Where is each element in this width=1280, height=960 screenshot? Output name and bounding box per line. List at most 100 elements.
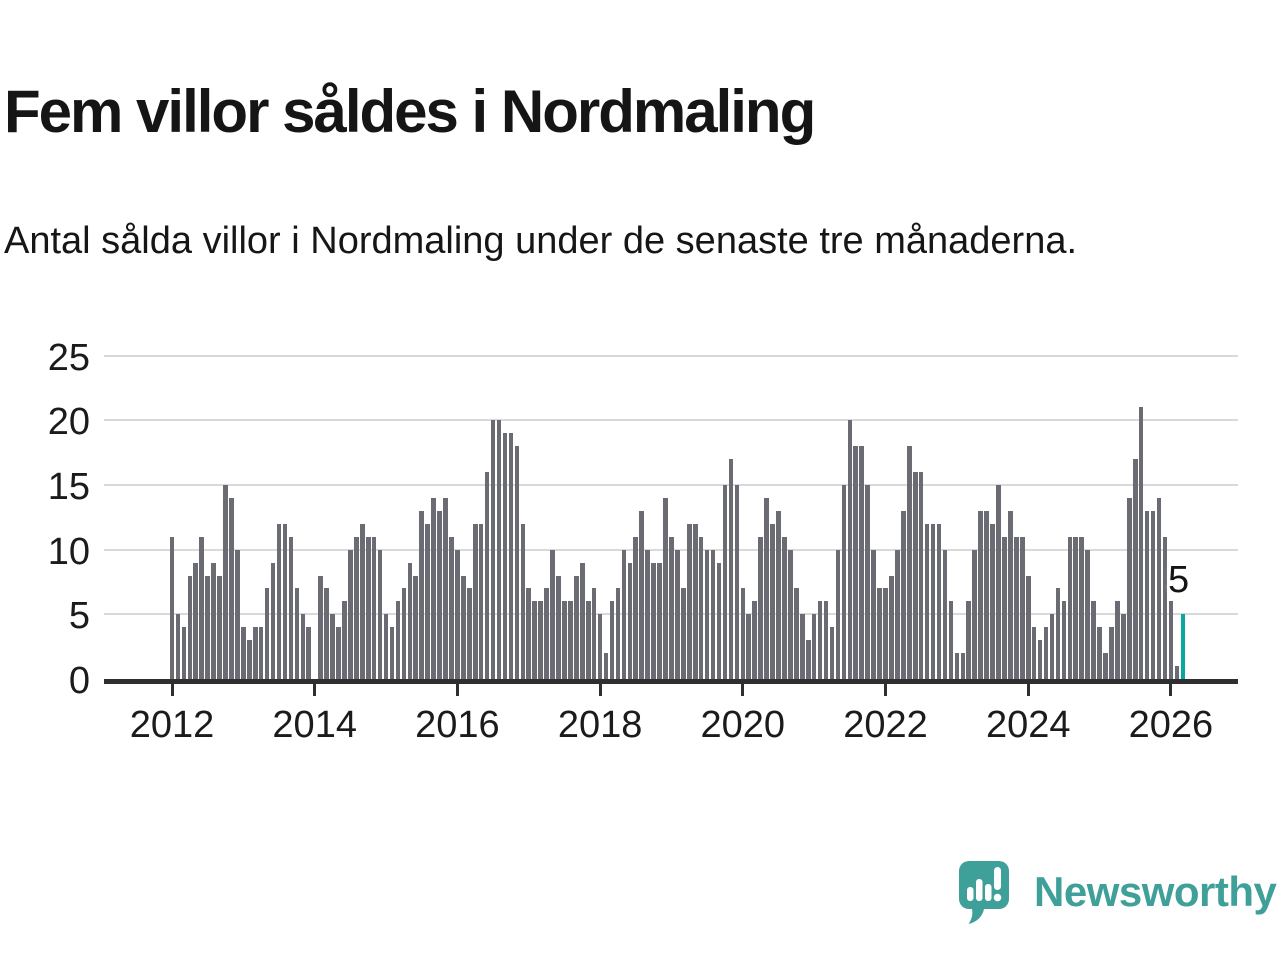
bar bbox=[205, 575, 210, 679]
bar bbox=[698, 536, 704, 679]
bar bbox=[1002, 536, 1007, 679]
bar bbox=[437, 510, 442, 679]
page-subtitle: Antal sålda villor i Nordmaling under de… bbox=[4, 220, 1078, 262]
bar bbox=[181, 627, 187, 679]
bar bbox=[467, 588, 472, 679]
bar bbox=[1127, 497, 1132, 679]
x-axis-tick bbox=[170, 684, 174, 696]
bar bbox=[633, 536, 639, 679]
bar bbox=[1073, 536, 1079, 679]
bar bbox=[1156, 497, 1162, 679]
bar bbox=[895, 549, 900, 679]
bar bbox=[419, 510, 425, 679]
bar bbox=[746, 614, 752, 679]
bar bbox=[241, 627, 246, 679]
bar bbox=[788, 549, 793, 679]
bar bbox=[229, 497, 234, 679]
y-axis-label: 20 bbox=[47, 401, 90, 444]
bar bbox=[235, 549, 240, 679]
gridline bbox=[104, 419, 1238, 422]
bar bbox=[794, 588, 799, 679]
bar bbox=[865, 485, 870, 679]
bar bbox=[871, 549, 876, 679]
bar bbox=[651, 562, 656, 679]
last-value-label: 5 bbox=[1168, 559, 1190, 601]
x-axis-label: 2014 bbox=[272, 704, 357, 746]
bar bbox=[835, 549, 841, 679]
bar bbox=[318, 575, 323, 679]
bar bbox=[1031, 627, 1037, 679]
bar bbox=[704, 549, 710, 679]
bar bbox=[621, 549, 627, 679]
bar bbox=[223, 485, 228, 679]
x-axis-label: 2016 bbox=[415, 704, 500, 746]
bar bbox=[472, 523, 478, 679]
bar bbox=[342, 601, 347, 679]
bar bbox=[407, 562, 413, 679]
gridline bbox=[104, 354, 1238, 357]
highlighted-bar bbox=[1180, 614, 1186, 679]
bar bbox=[199, 536, 205, 679]
bar bbox=[544, 588, 549, 679]
x-axis-tick bbox=[1026, 684, 1030, 696]
bar bbox=[782, 536, 787, 679]
bar bbox=[960, 653, 966, 679]
bar bbox=[615, 588, 621, 679]
bar bbox=[639, 510, 645, 679]
x-axis-tick bbox=[884, 684, 888, 696]
bar bbox=[1132, 459, 1138, 679]
bar bbox=[193, 562, 199, 679]
bar bbox=[443, 497, 448, 679]
bar bbox=[687, 523, 692, 679]
bar bbox=[371, 536, 377, 679]
bar bbox=[1085, 549, 1090, 679]
bar bbox=[490, 420, 496, 679]
x-axis-line bbox=[104, 679, 1238, 684]
bar bbox=[669, 536, 674, 679]
bar bbox=[431, 497, 436, 679]
bar bbox=[1019, 536, 1025, 679]
bar bbox=[853, 446, 859, 679]
bar bbox=[609, 601, 615, 679]
bar bbox=[918, 472, 924, 679]
newsworthy-logo bbox=[959, 861, 1009, 924]
bar bbox=[663, 497, 668, 679]
bar bbox=[889, 575, 894, 679]
bar bbox=[645, 549, 650, 679]
bar bbox=[591, 588, 597, 679]
bar bbox=[841, 485, 847, 679]
bar bbox=[716, 562, 722, 679]
bar bbox=[556, 575, 561, 679]
bar bbox=[1097, 627, 1102, 679]
bar bbox=[585, 601, 591, 679]
bar bbox=[675, 549, 680, 679]
bar bbox=[252, 627, 258, 679]
bar bbox=[829, 627, 835, 679]
bar bbox=[449, 536, 454, 679]
bar bbox=[1109, 627, 1114, 679]
bar bbox=[978, 510, 983, 679]
bar bbox=[1091, 601, 1096, 679]
bar bbox=[901, 510, 906, 679]
bar bbox=[1025, 575, 1031, 679]
bar bbox=[972, 549, 977, 679]
bar bbox=[877, 588, 882, 679]
page-title: Fem villor såldes i Nordmaling bbox=[4, 78, 816, 146]
bar bbox=[722, 485, 728, 679]
bar bbox=[282, 523, 288, 679]
bar bbox=[627, 562, 633, 679]
bar bbox=[395, 601, 401, 679]
bar bbox=[502, 433, 508, 679]
bar bbox=[752, 601, 757, 679]
bar bbox=[354, 536, 359, 679]
bar bbox=[306, 627, 312, 679]
bar bbox=[1115, 601, 1120, 679]
bar bbox=[990, 523, 995, 679]
bar bbox=[413, 575, 419, 679]
bar bbox=[324, 588, 329, 679]
bar bbox=[365, 536, 371, 679]
bar bbox=[401, 588, 407, 679]
bar bbox=[1049, 614, 1055, 679]
bar bbox=[383, 614, 389, 679]
